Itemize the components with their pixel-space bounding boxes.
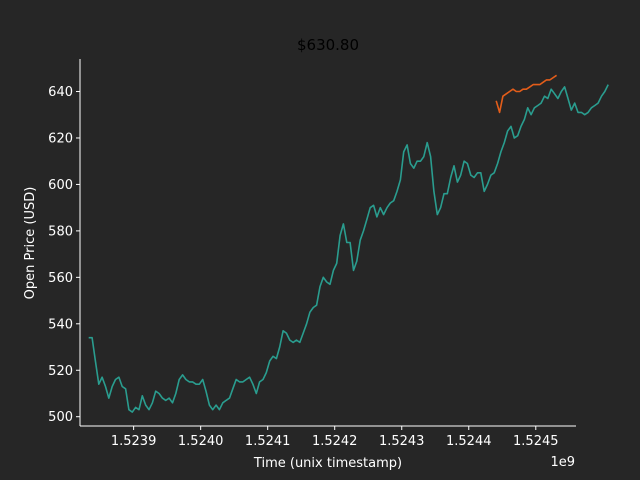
y-tick-label: 600: [48, 178, 73, 193]
y-tick-label: 500: [48, 410, 73, 425]
plot-area: [88, 74, 609, 413]
x-tick-label: 1.5240: [178, 434, 224, 449]
y-axis-label: Open Price (USD): [23, 187, 38, 300]
y-tick-label: 620: [48, 131, 73, 146]
x-axis-label: Time (unix timestamp): [253, 456, 402, 471]
chart-title: $630.80: [297, 36, 359, 54]
y-tick-label: 540: [48, 317, 73, 332]
x-tick-label: 1.5243: [379, 434, 425, 449]
series-line-1: [88, 84, 609, 413]
x-axis-ticks: 1.5239 1.5240 1.5241 1.5242 1.5243 1.5244 1.52…: [111, 426, 559, 449]
x-tick-label: 1.5244: [446, 434, 492, 449]
x-tick-label: 1.5245: [513, 434, 559, 449]
x-tick-label: 1.5242: [312, 434, 358, 449]
y-tick-label: 560: [48, 271, 73, 286]
x-tick-label: 1.5239: [111, 434, 157, 449]
x-axis-offset-label: 1e9: [550, 455, 575, 470]
x-tick-label: 1.5241: [245, 434, 291, 449]
y-tick-label: 640: [48, 85, 73, 100]
y-tick-label: 520: [48, 364, 73, 379]
y-tick-label: 580: [48, 224, 73, 239]
series-line-2: [495, 74, 558, 114]
y-axis-ticks: 500 520 540 560 580 600 620 640: [48, 85, 80, 425]
